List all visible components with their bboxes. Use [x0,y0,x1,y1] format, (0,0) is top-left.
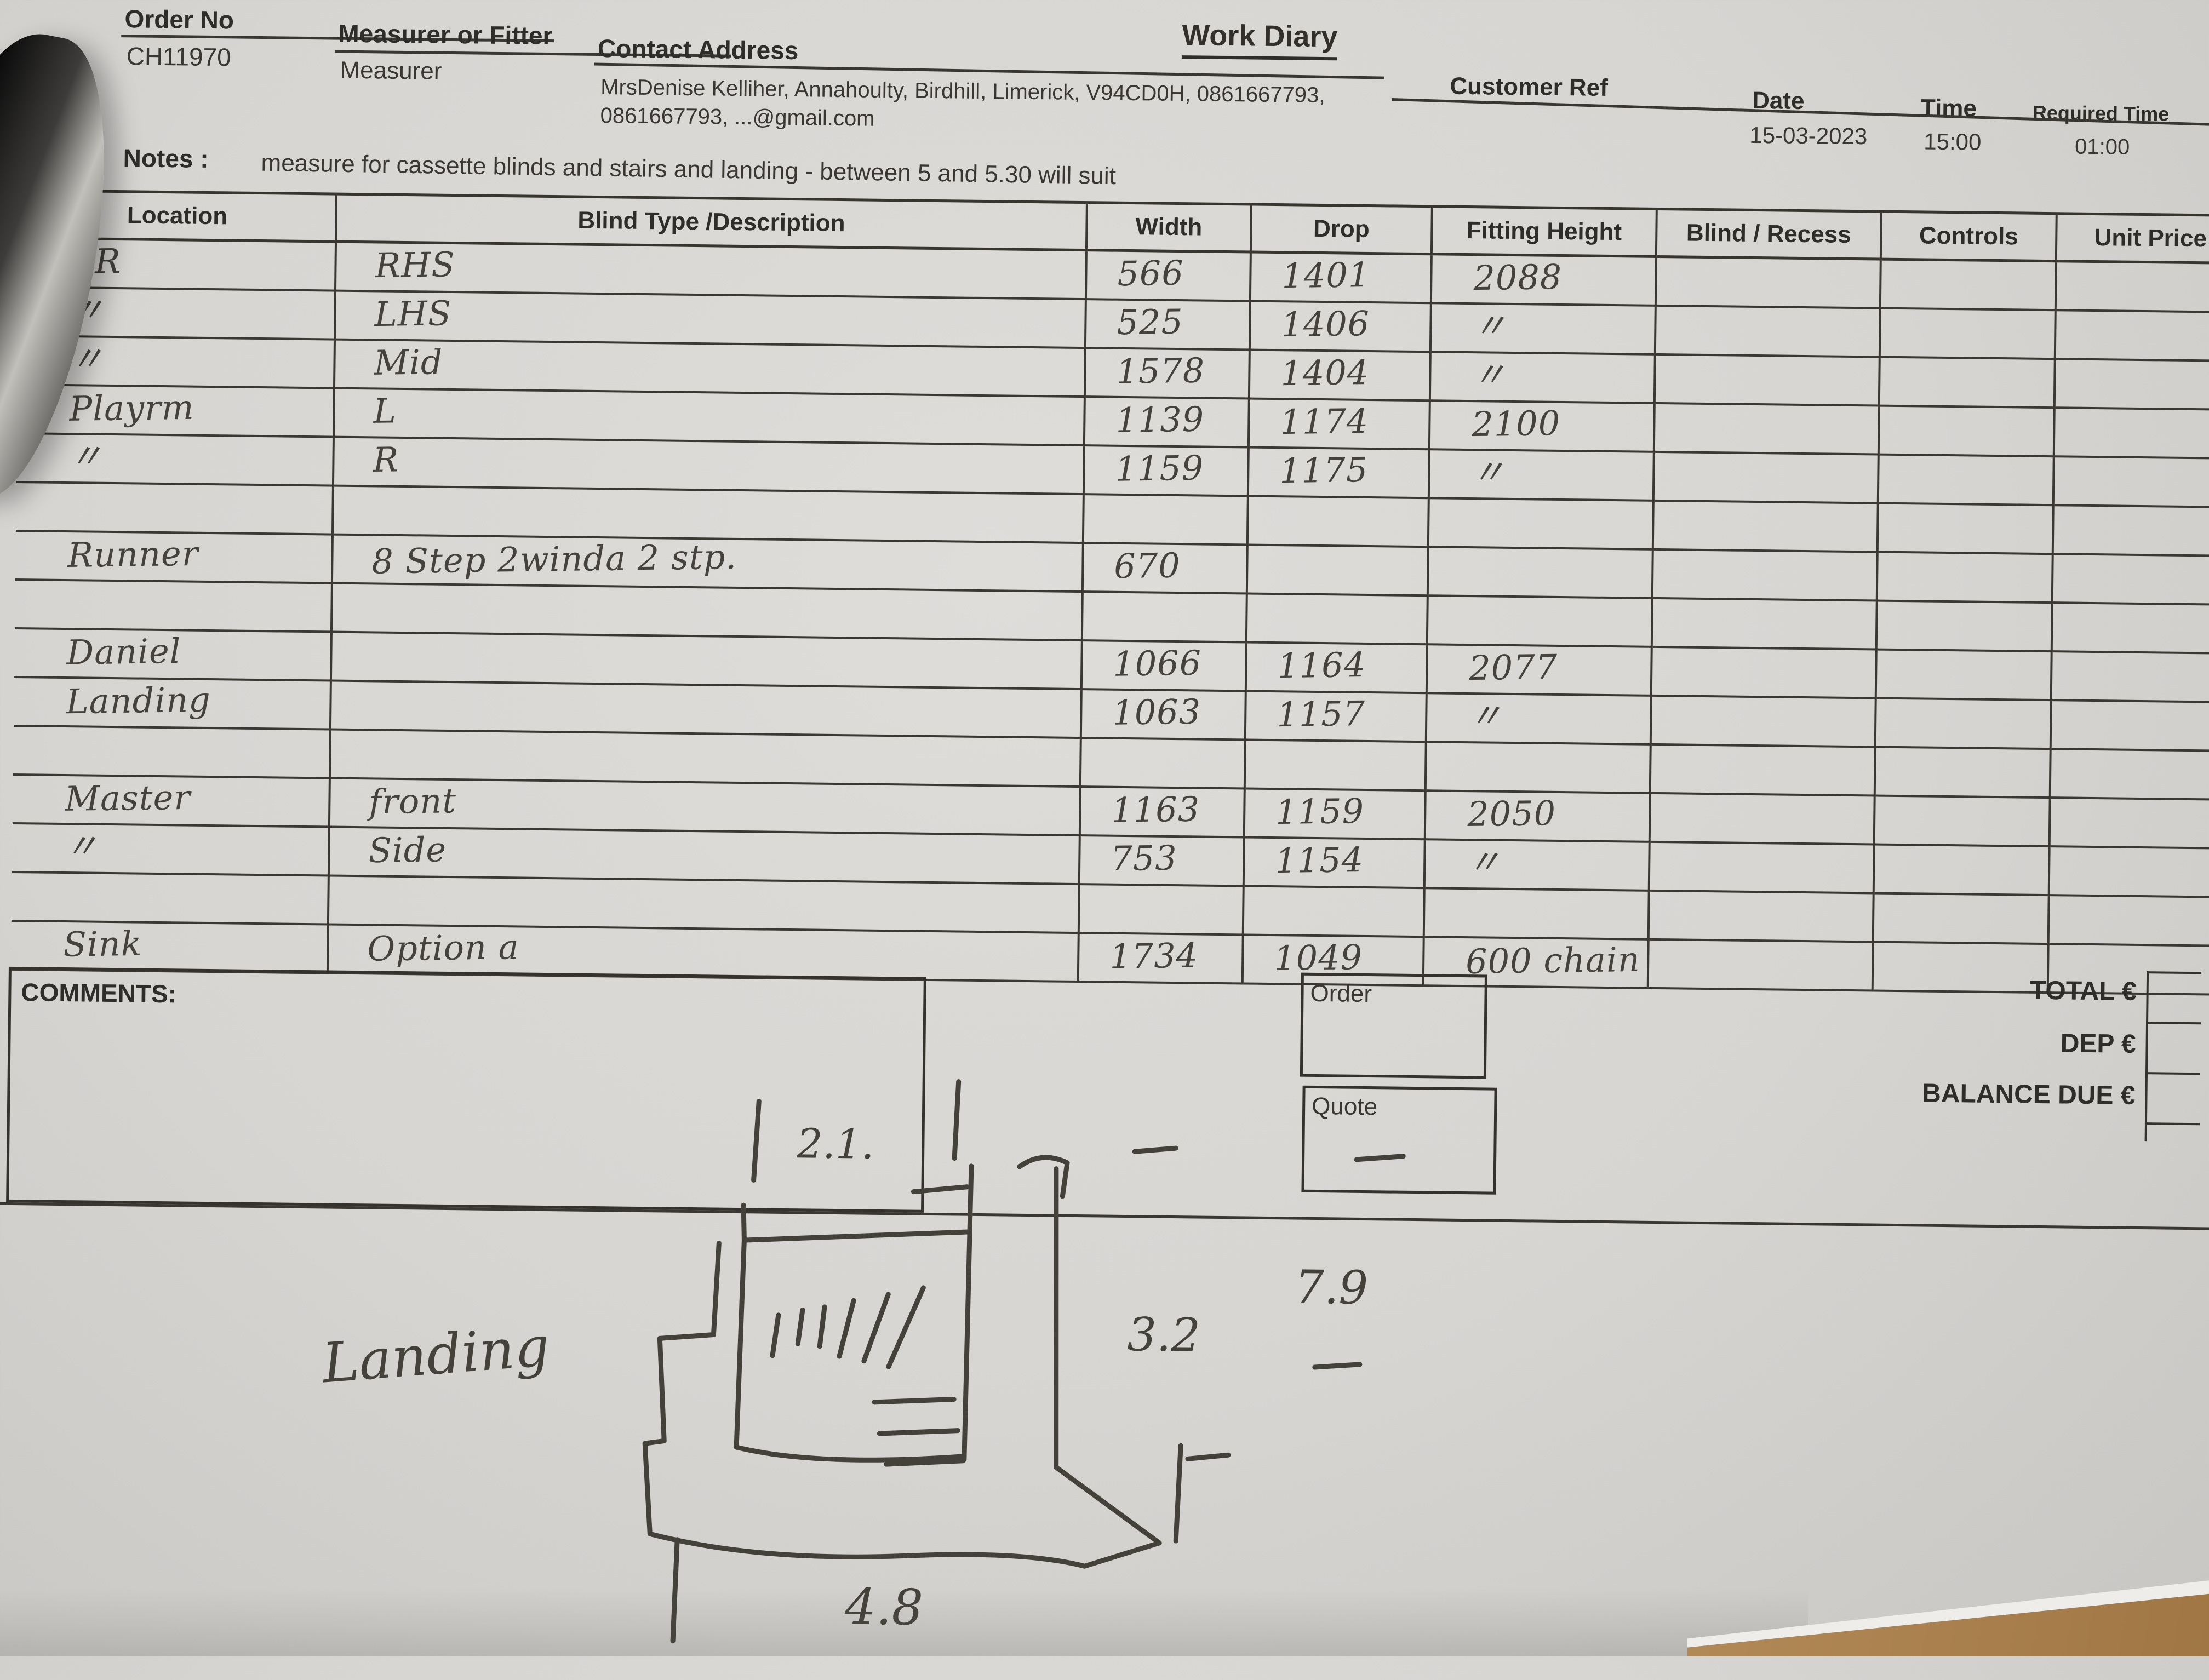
sketch-chimney-left [962,1163,974,1463]
paper-curl-shadow [0,1589,1808,1656]
sketch-inner-dashes [872,1397,966,1467]
sketch-bottom-width: 4.8 [844,1578,923,1637]
sketch-tick-bottom-left [670,1537,680,1644]
sketch-tick-top-right [952,1079,962,1161]
sketch-chimney-cap [1017,1155,1070,1199]
sketch-diagonal: 7.9 [1295,1260,1369,1315]
sketch-right-edge [1054,1166,1162,1546]
sketch-dash-2 [1354,1154,1406,1162]
sketch-tick-top-left [751,1098,762,1183]
sketch-window [734,1202,972,1463]
sketch-dash-under-diagonal [1312,1362,1363,1370]
sketch-hatch-marks [770,1285,926,1369]
sketch-room-label: Landing [319,1314,552,1395]
sketch-right-height: 3.2 [1127,1308,1201,1362]
sketch-top-width: 2.1. [796,1120,874,1168]
sketch-tick-bottom-right [1173,1443,1231,1544]
sketch-chimney-connector [911,1184,970,1195]
sketch-dash-1 [1132,1145,1178,1154]
sketch-outline [642,1241,1162,1569]
